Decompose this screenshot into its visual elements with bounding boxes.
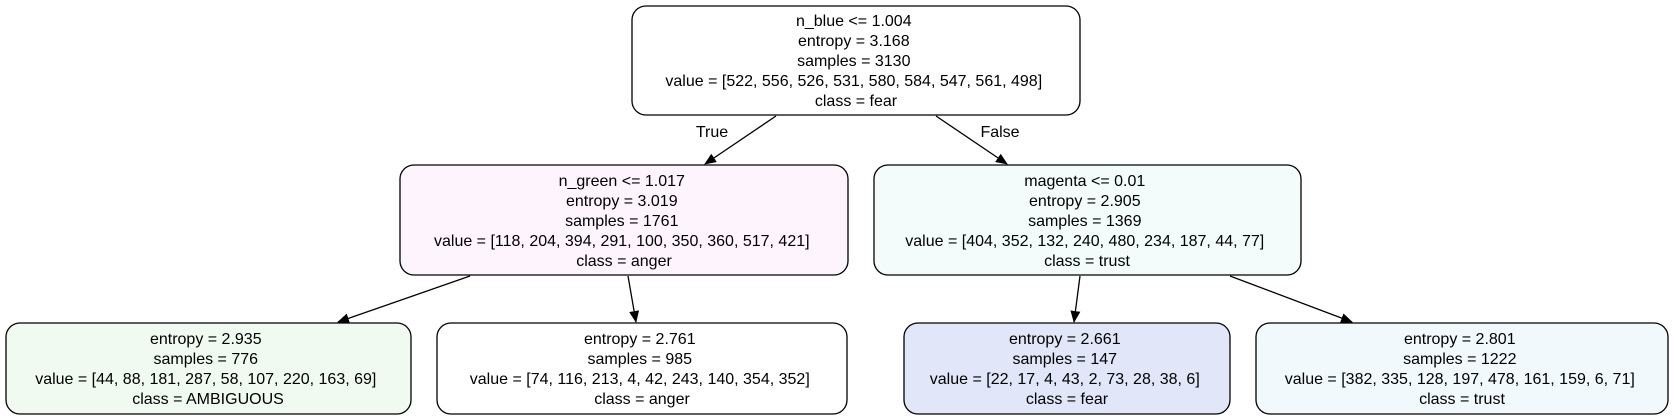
node-root-line: n_blue <= 1.004: [796, 13, 912, 30]
node-left-line: samples = 1761: [565, 213, 679, 230]
node-leaf3-line: entropy = 2.661: [1009, 331, 1121, 348]
node-leaf3-line: class = fear: [1026, 391, 1109, 408]
edge-left-leaf2: [627, 275, 640, 323]
node-leaf3-box: [903, 322, 1231, 415]
node-leaf2-line: samples = 985: [588, 351, 693, 368]
node-left-line: n_green <= 1.017: [559, 173, 685, 190]
node-leaf2-box: [436, 322, 848, 415]
node-right-text: magenta <= 0.01 entropy = 2.905 samples …: [905, 173, 1268, 270]
node-leaf3-line: value = [22, 17, 4, 43, 2, 73, 28, 38, 6…: [930, 371, 1200, 388]
node-leaf2-line: value = [74, 116, 213, 4, 42, 243, 140, …: [470, 371, 810, 388]
node-leaf3-text: entropy = 2.661 samples = 147 value = [2…: [930, 331, 1204, 408]
node-left-line: value = [118, 204, 394, 291, 100, 350, 3…: [434, 233, 810, 250]
node-leaf1-line: samples = 776: [154, 351, 259, 368]
node-leaf4: entropy = 2.801 samples = 1222 value = […: [1255, 322, 1669, 415]
node-leaf2: entropy = 2.761 samples = 985 value = [7…: [436, 322, 848, 415]
node-leaf1-box: [5, 322, 412, 415]
node-leaf1-line: entropy = 2.935: [150, 331, 262, 348]
node-leaf3: entropy = 2.661 samples = 147 value = [2…: [903, 322, 1231, 415]
node-root-text: n_blue <= 1.004 entropy = 3.168 samples …: [665, 13, 1046, 110]
node-leaf1: entropy = 2.935 samples = 776 value = [4…: [5, 322, 412, 415]
edge-label-false: False: [980, 124, 1019, 141]
edge-root-right: [935, 115, 1008, 165]
edges: True False: [337, 115, 1353, 324]
node-left-text: n_green <= 1.017 entropy = 3.019 samples…: [434, 173, 814, 270]
node-right: magenta <= 0.01 entropy = 2.905 samples …: [873, 164, 1302, 276]
node-leaf4-line: value = [382, 335, 128, 197, 478, 161, 1…: [1285, 371, 1635, 388]
node-leaf4-box: [1255, 322, 1669, 415]
node-leaf1-text: entropy = 2.935 samples = 776 value = [4…: [35, 331, 381, 408]
node-leaf4-line: entropy = 2.801: [1404, 331, 1516, 348]
node-leaf4-line: class = trust: [1419, 391, 1505, 408]
node-right-box: [873, 164, 1302, 276]
node-leaf1-line: class = AMBIGUOUS: [132, 391, 284, 408]
node-right-line: class = trust: [1044, 253, 1130, 270]
node-leaf4-line: samples = 1222: [1403, 351, 1517, 368]
node-left-line: entropy = 3.019: [566, 193, 678, 210]
node-leaf2-line: class = anger: [594, 391, 690, 408]
edge-root-left: [704, 115, 777, 165]
edge-left-leaf1: [337, 275, 471, 324]
node-root-line: value = [522, 556, 526, 531, 580, 584, 5…: [665, 73, 1042, 90]
node-leaf1-line: value = [44, 88, 181, 287, 58, 107, 220,…: [35, 371, 376, 388]
edge-label-true: True: [696, 124, 728, 141]
node-left-line: class = anger: [576, 253, 672, 270]
node-right-line: samples = 1369: [1028, 213, 1142, 230]
node-root-box: [631, 5, 1081, 116]
node-leaf2-text: entropy = 2.761 samples = 985 value = [7…: [470, 331, 814, 408]
node-root-line: class = fear: [815, 93, 898, 110]
node-leaf2-line: entropy = 2.761: [584, 331, 696, 348]
node-leaf4-text: entropy = 2.801 samples = 1222 value = […: [1285, 331, 1640, 408]
node-right-line: entropy = 2.905: [1029, 193, 1141, 210]
node-right-line: magenta <= 0.01: [1024, 173, 1145, 190]
node-left: n_green <= 1.017 entropy = 3.019 samples…: [399, 164, 849, 276]
node-root-line: samples = 3130: [797, 53, 911, 70]
edge-right-leaf4: [1229, 275, 1353, 323]
node-root: n_blue <= 1.004 entropy = 3.168 samples …: [631, 5, 1081, 116]
node-left-box: [399, 164, 849, 276]
edge-right-leaf3: [1070, 275, 1081, 323]
node-leaf3-line: samples = 147: [1013, 351, 1118, 368]
node-right-line: value = [404, 352, 132, 240, 480, 234, 1…: [905, 233, 1264, 250]
node-root-line: entropy = 3.168: [798, 33, 910, 50]
